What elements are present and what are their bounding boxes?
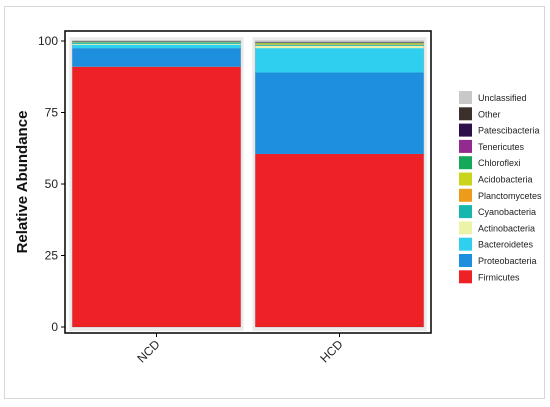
y-tick-label-100: 100 [38, 34, 58, 48]
bar-segment-ncd-firmicutes [72, 66, 241, 328]
bar-segment-ncd-actinobacteria [72, 43, 241, 45]
bar-segment-ncd-proteobacteria [72, 48, 241, 67]
figure-frame: 0 25 50 75 100 NCD HCD Relative Abundance Unclas… [4, 6, 545, 399]
legend-label-firmicutes: Firmicutes [478, 272, 520, 282]
legend-label-chloroflexi: Chloroflexi [478, 158, 521, 168]
legend-swatch-chloroflexi [459, 156, 472, 170]
legend-label-planctomycetes: Planctomycetes [478, 191, 542, 201]
legend-label-actinobacteria: Actinobacteria [478, 223, 535, 233]
bar-segment-hcd-actinobacteria [255, 45, 424, 49]
y-axis-title: Relative Abundance [14, 111, 31, 254]
legend-label-unclassified: Unclassified [478, 93, 527, 103]
legend-swatch-acidobacteria [459, 172, 472, 186]
bar-segment-hcd-bacteroidetes [255, 48, 424, 73]
legend-swatch-patescibacteria [459, 123, 472, 137]
legend-swatch-cyanobacteria [459, 205, 472, 219]
bar-segment-hcd-chloroflexi [255, 42, 424, 44]
plot-panel-border [64, 30, 432, 334]
bar-segment-ncd-cyanobacteria [72, 42, 241, 44]
legend-swatch-actinobacteria [459, 221, 472, 235]
y-tick-label-75: 75 [45, 106, 59, 120]
legend-swatch-bacteroidetes [459, 237, 472, 251]
bar-outline-ncd [71, 40, 242, 328]
bar-outline-hcd [254, 40, 425, 328]
bar-segment-hcd-planctomycetes [255, 44, 424, 45]
bar-segment-hcd-acidobacteria [255, 43, 424, 45]
y-tick-label-50: 50 [45, 177, 59, 191]
legend-label-tenericutes: Tenericutes [478, 142, 525, 152]
bar-segment-hcd-firmicutes [255, 153, 424, 327]
legend-label-patescibacteria: Patescibacteria [478, 126, 540, 136]
legend-label-other: Other [478, 109, 501, 119]
stacked-bar-chart: 0 25 50 75 100 NCD HCD Relative Abundance Unclas… [14, 30, 542, 366]
bar-segment-hcd-unclassified [255, 40, 424, 43]
legend-label-bacteroidetes: Bacteroidetes [478, 240, 534, 250]
legend-swatch-firmicutes [459, 270, 472, 284]
x-tick-label-hcd: HCD [317, 337, 346, 366]
legend-swatch-unclassified [459, 91, 472, 104]
legend-swatch-tenericutes [459, 139, 472, 153]
legend-label-proteobacteria: Proteobacteria [478, 256, 537, 266]
legend-swatch-proteobacteria [459, 254, 472, 267]
bar-segment-ncd-bacteroidetes [72, 44, 241, 49]
legend-label-cyanobacteria: Cyanobacteria [478, 207, 536, 217]
legend-swatch-planctomycetes [459, 188, 472, 202]
x-tick-label-ncd: NCD [134, 337, 163, 366]
legend-swatch-other [459, 107, 472, 121]
bar-segment-hcd-proteobacteria [255, 72, 424, 154]
bar-segment-hcd-cyanobacteria [255, 44, 424, 46]
y-tick-label-0: 0 [51, 320, 58, 334]
y-tick-label-25: 25 [45, 249, 59, 263]
legend-label-acidobacteria: Acidobacteria [478, 175, 533, 185]
